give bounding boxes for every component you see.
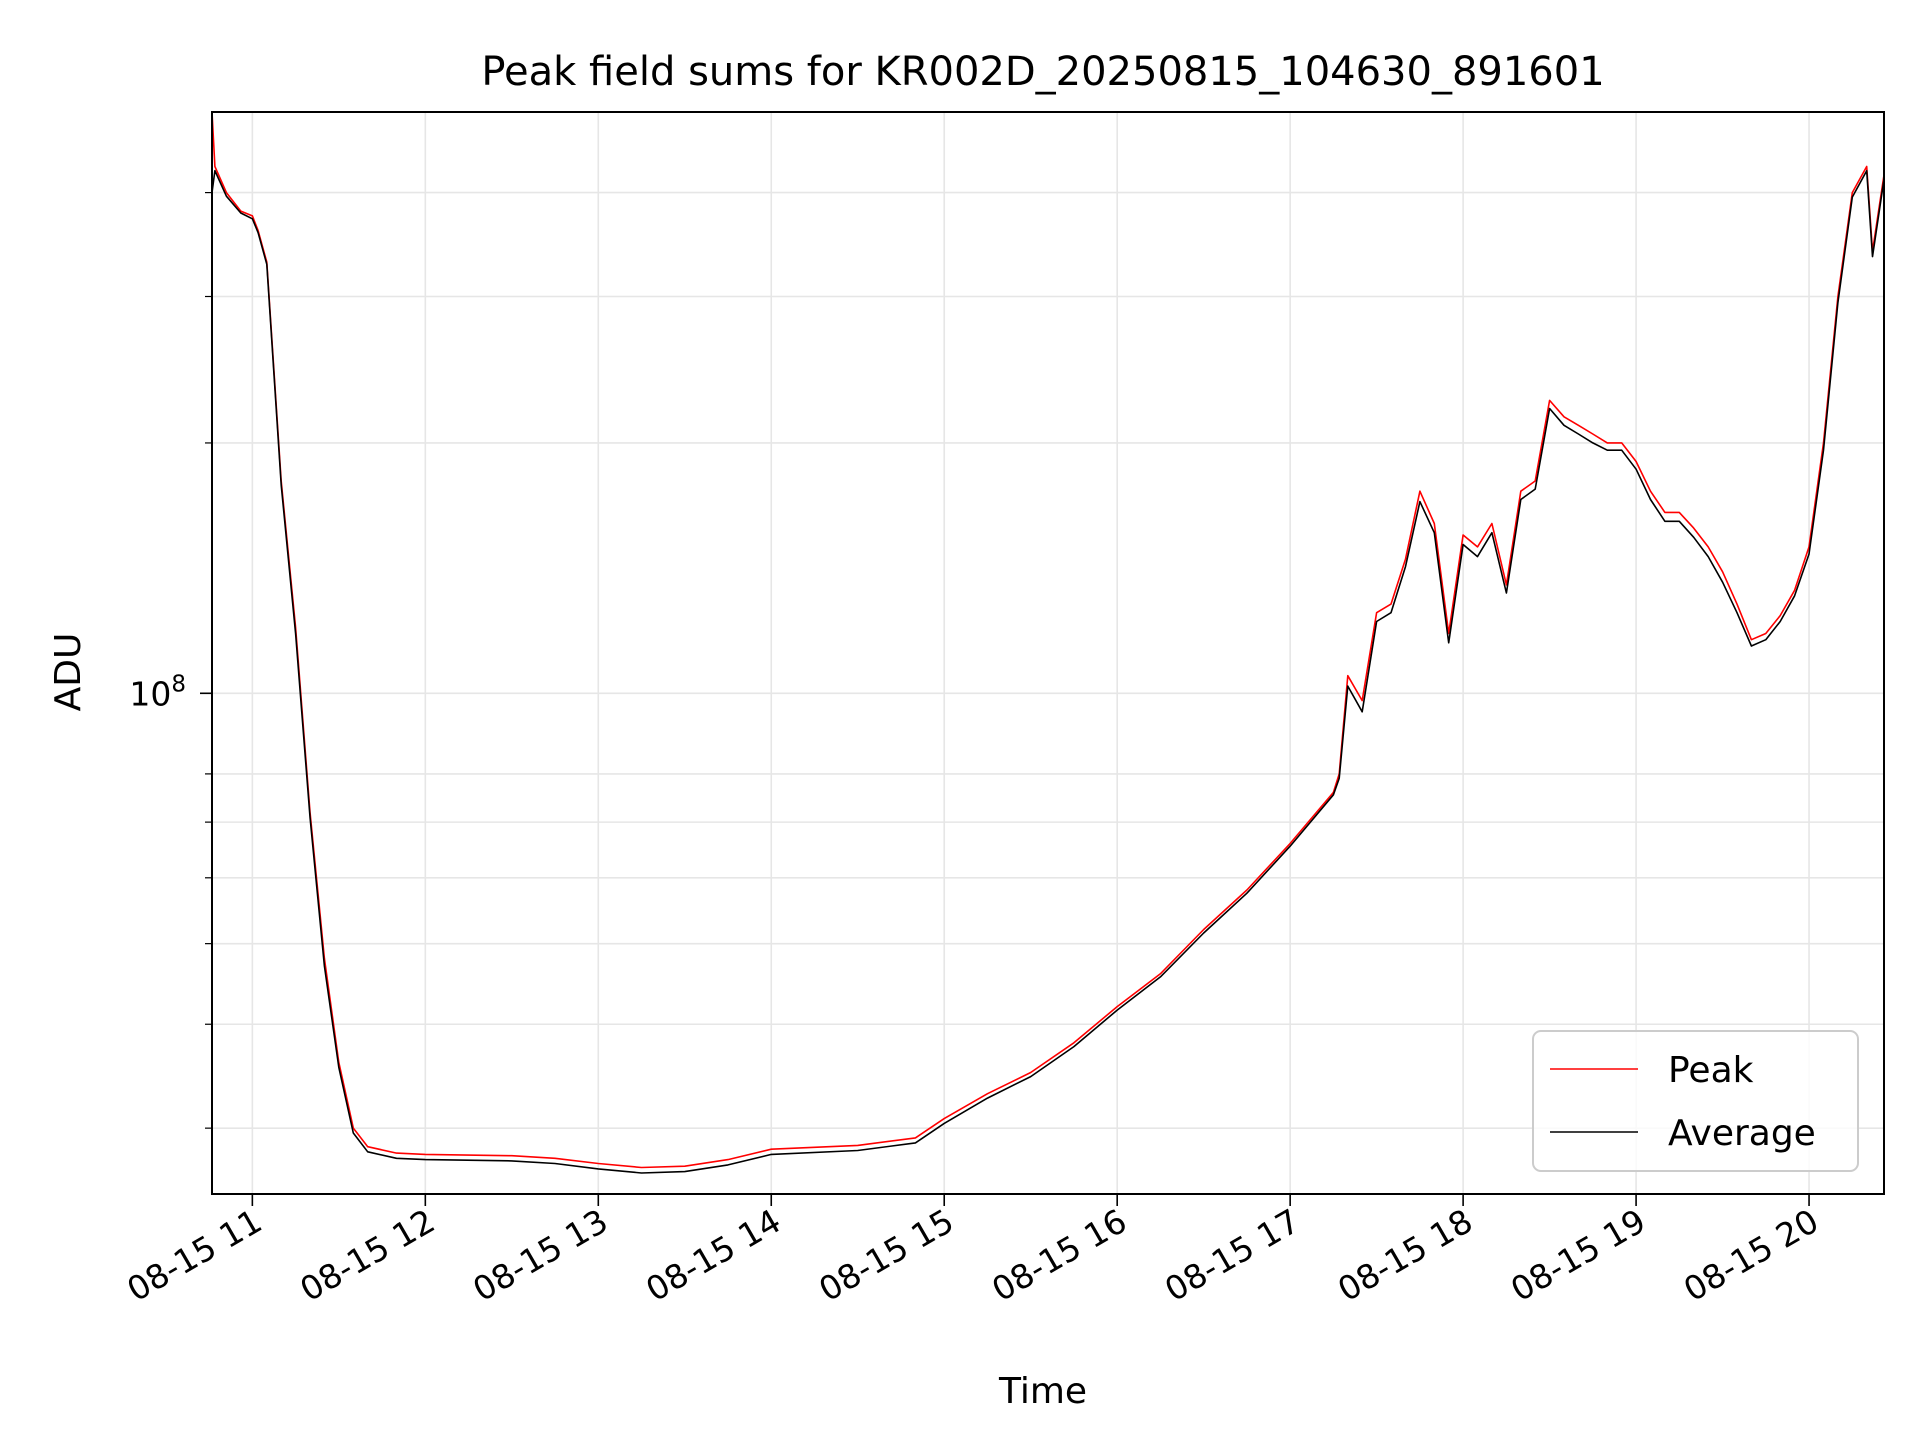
axes-frame (211, 111, 1885, 1195)
series-line-average (212, 169, 1884, 1174)
series-group (212, 112, 1884, 1174)
legend-box (1532, 1030, 1859, 1172)
chart-title: Peak field sums for KR002D_20250815_1046… (481, 49, 1604, 95)
x-axis-label: Time (998, 1371, 1087, 1412)
series-line-peak (212, 112, 1884, 1169)
y-tick-label: 108 (129, 671, 186, 713)
y-axis-label: ADU (48, 633, 89, 712)
legend-peak-label: Peak (1668, 1050, 1754, 1091)
legend-average-label: Average (1668, 1113, 1816, 1154)
legend: Peak Average (1532, 1030, 1859, 1172)
